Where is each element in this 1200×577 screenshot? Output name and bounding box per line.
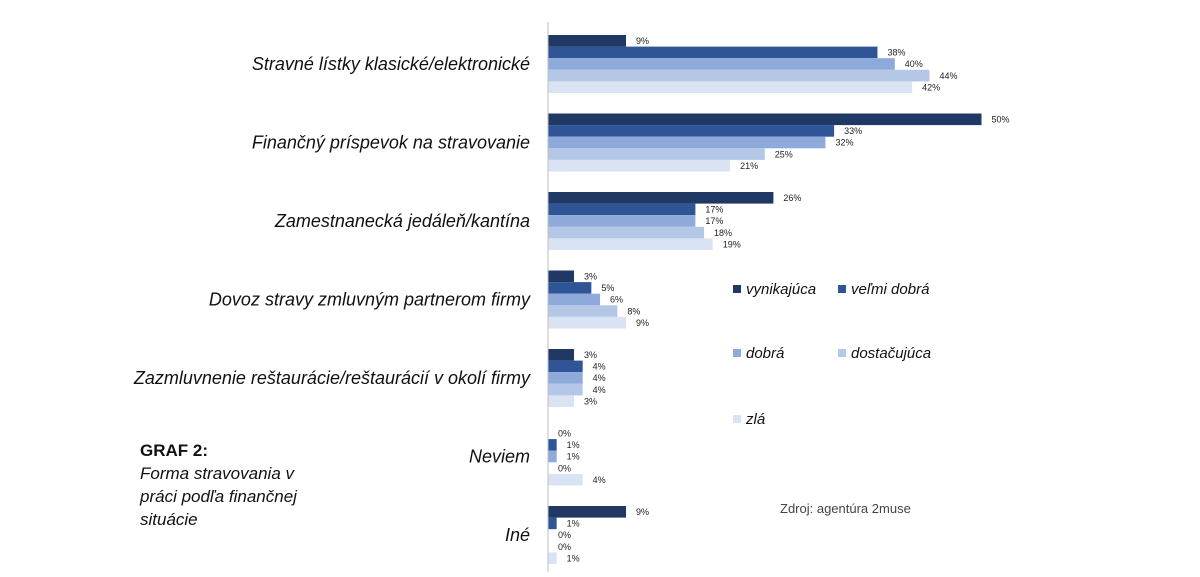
data-label-6-1: 0% (558, 429, 571, 439)
data-label-7-2: 1% (567, 519, 580, 529)
bar-4-2 (548, 282, 592, 294)
legend-swatch-3 (733, 349, 741, 357)
data-label-2-3: 32% (835, 138, 853, 148)
data-label-6-2: 1% (567, 440, 580, 450)
bar-6-2 (548, 439, 557, 451)
legend-swatch-2 (838, 285, 846, 293)
category-labels-layer: Stravné lístky klasické/elektronické Fina… (133, 54, 531, 545)
data-label-5-3: 4% (593, 373, 606, 383)
chart-caption-subtitle: Forma stravovania v práci podľa finančne… (140, 464, 297, 529)
bar-6-5 (548, 473, 583, 486)
bar-4-1 (548, 270, 575, 283)
bar-7-1 (548, 506, 627, 518)
data-label-5-2: 4% (593, 362, 606, 372)
data-label-6-5: 4% (593, 475, 606, 485)
bar-5-3 (548, 372, 583, 384)
bar-3-3 (548, 215, 696, 227)
data-label-3-5: 19% (723, 239, 741, 249)
legend-swatch-5 (733, 415, 741, 423)
bar-3-1 (548, 192, 774, 204)
bar-2-4 (548, 148, 765, 160)
data-label-2-1: 50% (992, 115, 1010, 125)
data-label-1-3: 40% (905, 59, 923, 69)
category-label-3: Zamestnanecká jedáleň/kantína (274, 211, 530, 231)
data-label-7-5: 1% (567, 553, 580, 563)
bar-6-3 (548, 450, 557, 463)
data-label-3-4: 18% (714, 228, 732, 238)
category-label-7: Iné (505, 525, 530, 545)
bar-1-1 (548, 35, 627, 47)
data-label-2-2: 33% (844, 126, 862, 136)
data-label-2-5: 21% (740, 161, 758, 171)
bar-5-5 (548, 395, 575, 407)
source-note: Zdroj: agentúra 2muse (780, 501, 911, 516)
data-label-1-2: 38% (887, 48, 905, 58)
data-label-7-3: 0% (558, 530, 571, 540)
legend-label-3: dobrá (746, 345, 784, 362)
data-label-4-3: 6% (610, 295, 623, 305)
category-label-1: Stravné lístky klasické/elektronické (252, 54, 530, 74)
legend-label-2: veľmi dobrá (851, 281, 929, 298)
data-label-6-3: 1% (567, 452, 580, 462)
bar-3-2 (548, 203, 696, 216)
bar-1-3 (548, 58, 895, 70)
data-label-1-5: 42% (922, 82, 940, 92)
bar-2-1 (548, 113, 982, 126)
legend: vynikajúca veľmi dobrá dobrá dostačujúca zlá (733, 281, 931, 428)
bar-5-1 (548, 349, 575, 361)
legend-label-5: zlá (745, 411, 765, 428)
legend-swatch-1 (733, 285, 741, 293)
bar-2-3 (548, 136, 826, 149)
bar-3-4 (548, 226, 705, 239)
bar-7-2 (548, 517, 557, 530)
category-label-5: Zazmluvnenie reštaurácie/reštaurácií v o… (133, 368, 531, 388)
data-label-4-4: 8% (627, 306, 640, 316)
data-label-4-2: 5% (601, 283, 614, 293)
data-label-2-4: 25% (775, 149, 793, 159)
data-label-5-5: 3% (584, 396, 597, 406)
legend-label-1: vynikajúca (746, 281, 816, 298)
bar-2-2 (548, 125, 835, 137)
data-label-3-2: 17% (705, 205, 723, 215)
bar-4-5 (548, 316, 627, 329)
bars-layer (548, 35, 982, 564)
bar-1-2 (548, 46, 878, 59)
data-label-3-1: 26% (783, 193, 801, 203)
bar-4-3 (548, 293, 601, 306)
legend-swatch-4 (838, 349, 846, 357)
legend-label-4: dostačujúca (851, 345, 931, 362)
data-label-7-4: 0% (558, 542, 571, 552)
data-label-3-3: 17% (705, 216, 723, 226)
category-label-6: Neviem (469, 447, 530, 467)
data-labels-layer: 9% 38%40% 44%42% 50% 33% 32% 25% 21% 26% 17%17% 18… (558, 36, 1010, 563)
bar-2-5 (548, 159, 731, 172)
bar-5-4 (548, 383, 583, 396)
data-label-4-5: 9% (636, 318, 649, 328)
data-label-4-1: 3% (584, 272, 597, 282)
data-label-7-1: 9% (636, 507, 649, 517)
category-label-2: Finančný príspevok na stravovanie (252, 133, 530, 153)
bar-7-5 (548, 552, 557, 564)
bar-3-5 (548, 238, 713, 250)
bar-1-5 (548, 81, 913, 93)
chart-caption-title: GRAF 2: (140, 441, 208, 460)
bar-5-2 (548, 360, 583, 373)
data-label-1-1: 9% (636, 36, 649, 46)
bar-1-4 (548, 69, 930, 82)
data-label-5-1: 3% (584, 350, 597, 360)
category-label-4: Dovoz stravy zmluvným partnerom firmy (209, 290, 531, 310)
data-label-5-4: 4% (593, 385, 606, 395)
data-label-6-4: 0% (558, 463, 571, 473)
bar-4-4 (548, 305, 618, 317)
chart-caption: GRAF 2: Forma stravovania v práci podľa … (140, 440, 360, 531)
data-label-1-4: 44% (939, 71, 957, 81)
